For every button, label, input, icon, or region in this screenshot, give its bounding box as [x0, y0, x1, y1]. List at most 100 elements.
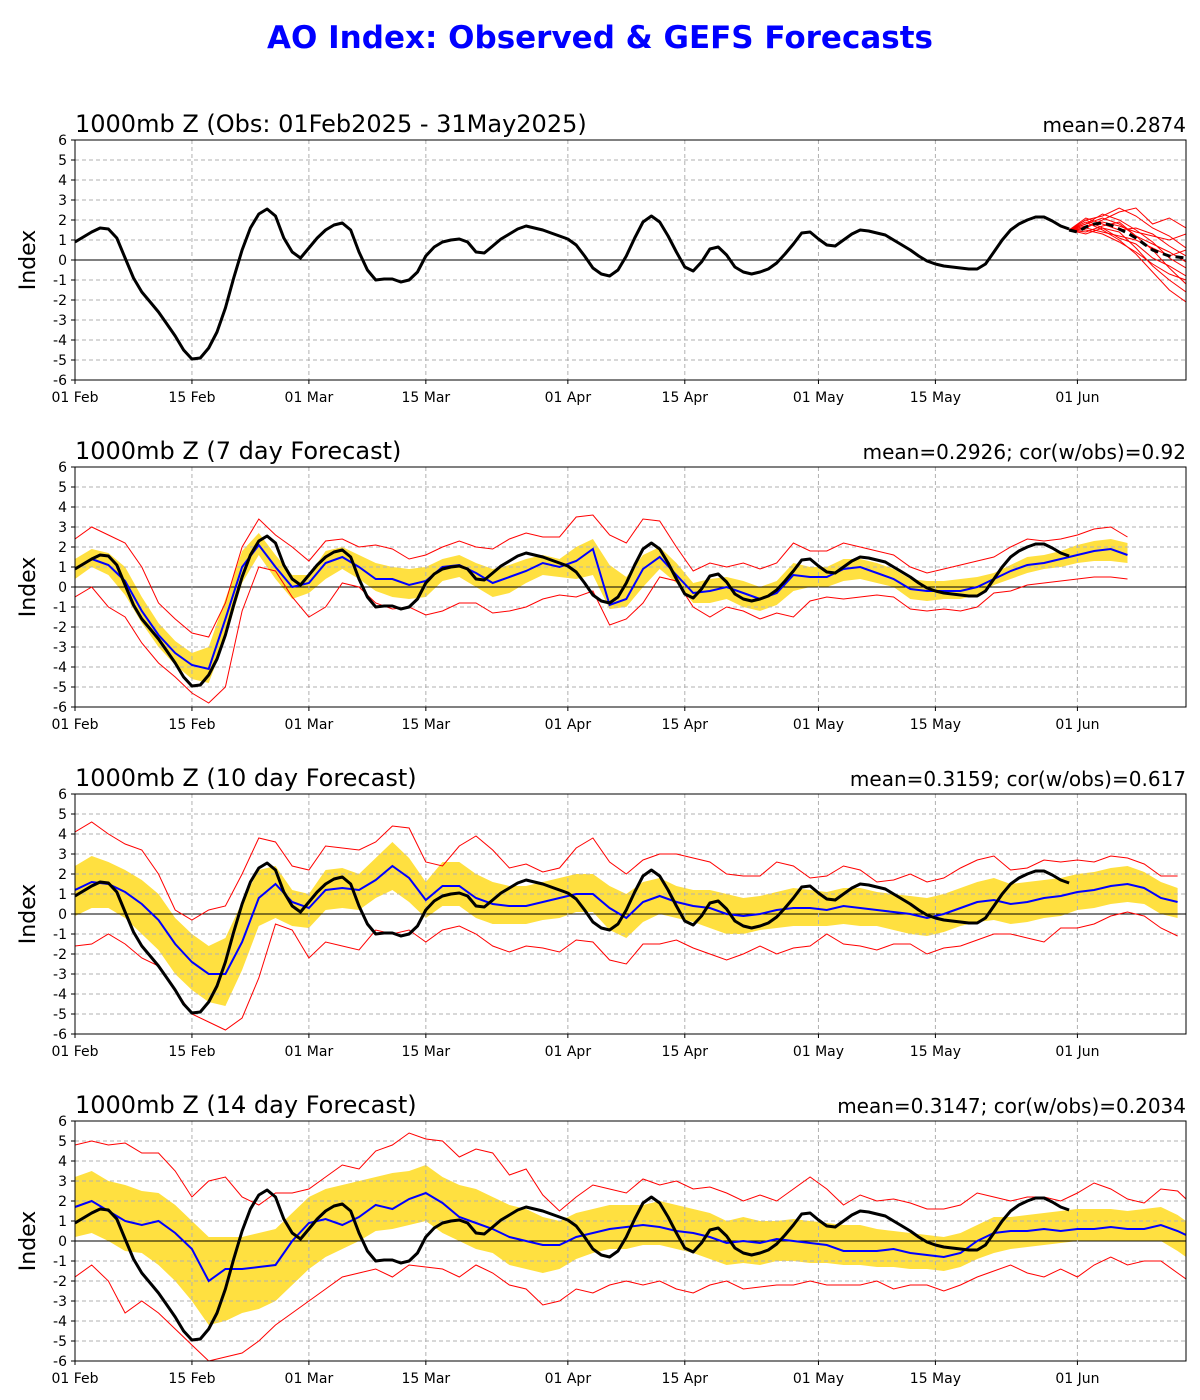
- y-tick-label: 2: [58, 867, 67, 883]
- y-tick-label: -4: [53, 660, 67, 676]
- y-tick-label: 1: [58, 560, 67, 576]
- panel-4: -6 -5 -4 -3 -2 -1 0 1 2 3 4 5 6 01 Feb 15 Feb 01 Mar 15 …: [16, 1091, 1187, 1387]
- panel-2: -6 -5 -4 -3 -2 -1 0 1 2 3 4 5 6 01 Feb 15 Feb 01 Mar 15 …: [16, 437, 1187, 733]
- x-tick-label: 01 Feb: [51, 1044, 98, 1060]
- y-tick-label: -3: [53, 1294, 67, 1310]
- y-tick-label: 0: [58, 1234, 67, 1250]
- y-tick-label: 4: [58, 1154, 67, 1170]
- plot-area: [75, 794, 1186, 1034]
- y-tick-label: 0: [58, 580, 67, 596]
- x-tick-label: 01 Apr: [545, 1371, 592, 1387]
- x-tick-label: 15 Apr: [662, 1371, 709, 1387]
- ensemble-member-line: [1069, 207, 1186, 231]
- y-axis-label: Index: [16, 1211, 41, 1272]
- plot-area: [75, 140, 1186, 380]
- x-tick-label: 15 Apr: [662, 390, 709, 406]
- panel-stat: mean=0.2874: [1043, 113, 1186, 137]
- observed-line: [75, 861, 1070, 1015]
- y-tick-label: -4: [53, 1314, 67, 1330]
- x-tick-label: 15 May: [910, 1371, 961, 1387]
- y-tick-label: -1: [53, 1254, 67, 1270]
- y-tick-label: 2: [58, 1194, 67, 1210]
- x-tick-label: 15 Mar: [401, 1371, 450, 1387]
- x-tick-label: 01 Mar: [285, 717, 334, 733]
- ensemble-member-line: [1068, 219, 1186, 277]
- x-tick-label: 01 May: [793, 1371, 844, 1387]
- x-tick-label: 01 Apr: [545, 717, 592, 733]
- y-tick-label: 2: [58, 213, 67, 229]
- y-tick-label: 1: [58, 1214, 67, 1230]
- x-tick-label: 15 Apr: [662, 717, 709, 733]
- observed-line: [75, 207, 1070, 361]
- x-tick-label: 01 Jun: [1055, 717, 1099, 733]
- x-tick-label: 15 May: [910, 390, 961, 406]
- y-tick-label: -2: [53, 947, 67, 963]
- y-tick-label: 4: [58, 500, 67, 516]
- x-tick-label: 15 Mar: [401, 390, 450, 406]
- x-tick-label: 15 May: [910, 717, 961, 733]
- y-axis-label: Index: [16, 230, 41, 291]
- x-tick-label: 15 Apr: [662, 1044, 709, 1060]
- y-tick-label: 1: [58, 887, 67, 903]
- x-tick-label: 01 Mar: [285, 1371, 334, 1387]
- y-tick-label: -6: [53, 1354, 67, 1370]
- y-tick-label: -2: [53, 1274, 67, 1290]
- forecast-mean-dashed-line: [1068, 221, 1186, 260]
- ensemble-spread-band: [75, 842, 1178, 1006]
- y-tick-label: -5: [53, 1007, 67, 1023]
- ensemble-max-line: [75, 514, 1128, 638]
- y-tick-label: 3: [58, 520, 67, 536]
- x-tick-label: 01 May: [793, 1044, 844, 1060]
- ensemble-min-line: [75, 911, 1178, 1031]
- y-tick-label: -3: [53, 313, 67, 329]
- y-tick-label: 6: [58, 133, 67, 149]
- x-tick-label: 01 Feb: [51, 717, 98, 733]
- x-tick-label: 15 Feb: [168, 390, 215, 406]
- y-tick-label: 4: [58, 827, 67, 843]
- ensemble-member-line: [1069, 221, 1186, 285]
- ensemble-min-line: [75, 1256, 1186, 1361]
- ensemble-mean-line: [75, 864, 1178, 975]
- ensemble-member-line: [1068, 227, 1186, 293]
- x-tick-label: 01 Apr: [545, 1044, 592, 1060]
- x-tick-label: 01 Mar: [285, 390, 334, 406]
- y-tick-label: 6: [58, 787, 67, 803]
- figure-title: AO Index: Observed & GEFS Forecasts: [267, 20, 933, 56]
- x-tick-label: 01 Jun: [1055, 390, 1099, 406]
- y-tick-label: 1: [58, 233, 67, 249]
- y-tick-label: -1: [53, 600, 67, 616]
- y-tick-label: -6: [53, 700, 67, 716]
- x-tick-label: 01 Jun: [1055, 1044, 1099, 1060]
- x-tick-label: 15 Mar: [401, 717, 450, 733]
- x-tick-label: 01 Mar: [285, 1044, 334, 1060]
- y-tick-label: -6: [53, 373, 67, 389]
- y-tick-label: 2: [58, 540, 67, 556]
- y-tick-label: -2: [53, 293, 67, 309]
- panel-title: 1000mb Z (10 day Forecast): [75, 764, 417, 792]
- panel-3: -6 -5 -4 -3 -2 -1 0 1 2 3 4 5 6 01 Feb 15 Feb 01 Mar 15 …: [16, 764, 1187, 1060]
- y-tick-label: -5: [53, 680, 67, 696]
- ensemble-spread-band: [75, 1165, 1186, 1325]
- x-tick-label: 15 Mar: [401, 1044, 450, 1060]
- panel-1: -6 -5 -4 -3 -2 -1 0 1 2 3 4 5 6 01 Feb 15 Feb 01 Mar 15 …: [16, 110, 1187, 406]
- y-tick-label: -4: [53, 333, 67, 349]
- y-tick-label: -3: [53, 640, 67, 656]
- y-tick-label: 4: [58, 173, 67, 189]
- y-tick-label: -4: [53, 987, 67, 1003]
- plot-area: [75, 1121, 1186, 1361]
- x-tick-label: 01 Jun: [1055, 1371, 1099, 1387]
- y-tick-label: 0: [58, 253, 67, 269]
- y-tick-label: 3: [58, 847, 67, 863]
- y-tick-label: -1: [53, 927, 67, 943]
- y-tick-label: -6: [53, 1027, 67, 1043]
- ensemble-spread-band: [75, 533, 1128, 683]
- y-tick-label: 6: [58, 460, 67, 476]
- ensemble-mean-line: [75, 1191, 1186, 1283]
- panel-title: 1000mb Z (7 day Forecast): [75, 437, 401, 465]
- y-tick-label: -5: [53, 353, 67, 369]
- x-tick-label: 01 Apr: [545, 390, 592, 406]
- y-tick-label: 6: [58, 1114, 67, 1130]
- y-tick-label: -2: [53, 620, 67, 636]
- panel-stat: mean=0.3159; cor(w/obs)=0.617: [850, 767, 1186, 791]
- y-tick-label: 5: [58, 153, 67, 169]
